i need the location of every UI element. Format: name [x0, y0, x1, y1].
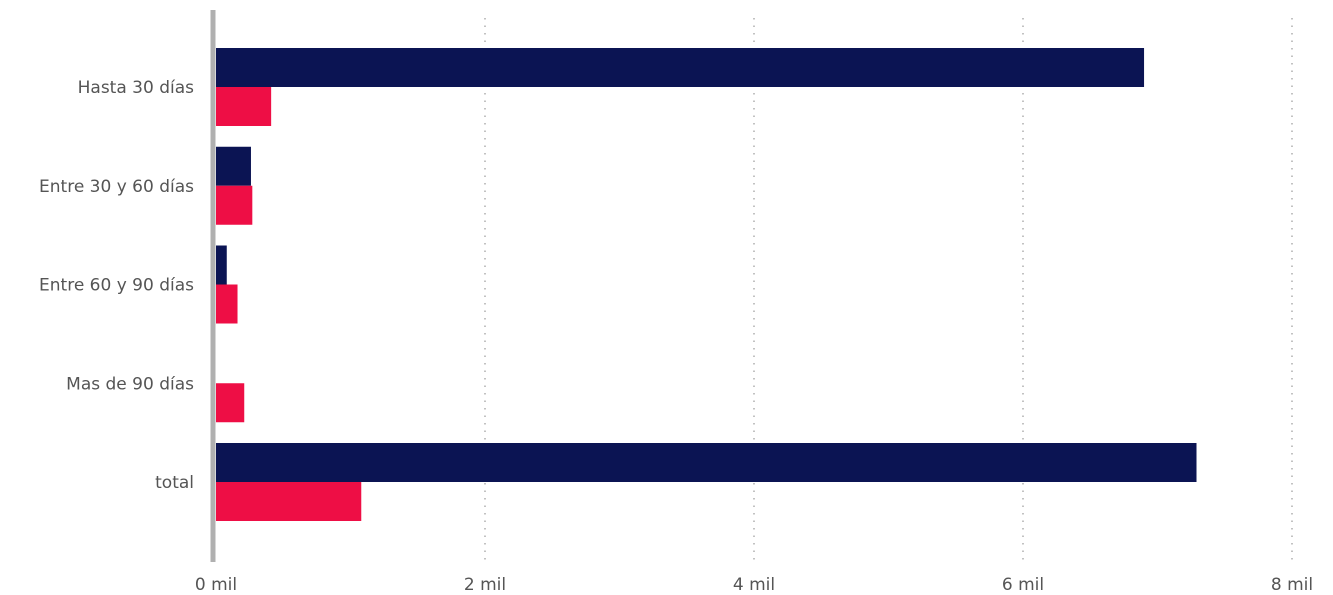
- category-label: Hasta 30 días: [78, 78, 195, 98]
- category-label: Entre 60 y 90 días: [39, 276, 194, 296]
- category-label: Mas de 90 días: [66, 374, 194, 394]
- x-tick-label: 6 mil: [1002, 575, 1044, 595]
- bar: [216, 245, 227, 285]
- x-tick-label: 4 mil: [733, 575, 775, 595]
- bars: [216, 48, 1197, 521]
- bar: [216, 48, 1145, 87]
- bar: [216, 284, 238, 324]
- bar: [216, 146, 251, 186]
- bar: [216, 185, 253, 225]
- bar: [216, 87, 272, 126]
- bar: [216, 383, 245, 423]
- bar: [216, 482, 362, 521]
- bar: [216, 443, 1197, 482]
- x-tick-label: 0 mil: [195, 575, 237, 595]
- category-labels: Hasta 30 días Entre 30 y 60 días Entre 60 …: [39, 78, 194, 493]
- x-tick-label: 2 mil: [464, 575, 506, 595]
- gridlines: [484, 18, 1293, 560]
- category-label: total: [155, 473, 194, 493]
- x-tick-label: 8 mil: [1271, 575, 1313, 595]
- x-tick-labels: 0 mil 2 mil 4 mil 6 mil 8 mil: [195, 575, 1313, 595]
- category-label: Entre 30 y 60 días: [39, 177, 194, 197]
